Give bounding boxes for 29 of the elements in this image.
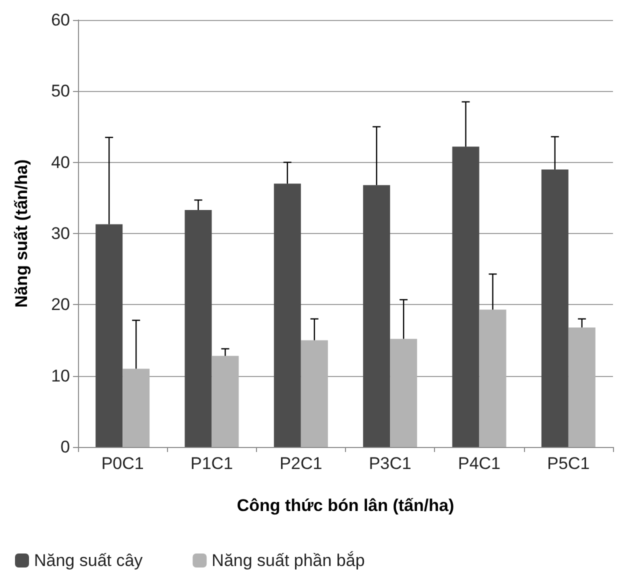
- bar: [96, 224, 123, 447]
- bar: [212, 356, 239, 447]
- x-tick-label: P4C1: [458, 454, 501, 473]
- bar: [184, 210, 212, 447]
- x-tick-label: P1C1: [190, 454, 234, 473]
- legend-label: Năng suất cây: [34, 551, 144, 570]
- bar: [541, 169, 568, 447]
- x-tick-label: P0C1: [101, 454, 144, 473]
- bar: [363, 185, 390, 447]
- bar: [452, 146, 480, 447]
- y-tick-label: 50: [51, 82, 70, 101]
- y-tick-label: 30: [51, 224, 70, 243]
- bar: [300, 340, 328, 447]
- x-axis-title: Công thức bón lân (tấn/ha): [236, 496, 454, 515]
- x-tick-label: P5C1: [547, 454, 590, 473]
- x-tick-label: P3C1: [368, 454, 412, 473]
- y-axis-title: Năng suất (tấn/ha): [12, 159, 31, 308]
- y-tick-label: 10: [51, 366, 70, 386]
- y-tick-label: 0: [60, 438, 70, 456]
- bar: [568, 327, 596, 447]
- bar: [390, 338, 418, 447]
- bar: [122, 368, 150, 447]
- y-tick-label: 20: [51, 295, 70, 314]
- y-tick-label: 60: [51, 10, 70, 30]
- bar: [479, 310, 506, 447]
- legend-label: Năng suất phần bắp: [212, 551, 365, 570]
- y-tick-label: 40: [51, 152, 70, 172]
- bar: [274, 184, 301, 447]
- x-tick-label: P2C1: [280, 454, 322, 473]
